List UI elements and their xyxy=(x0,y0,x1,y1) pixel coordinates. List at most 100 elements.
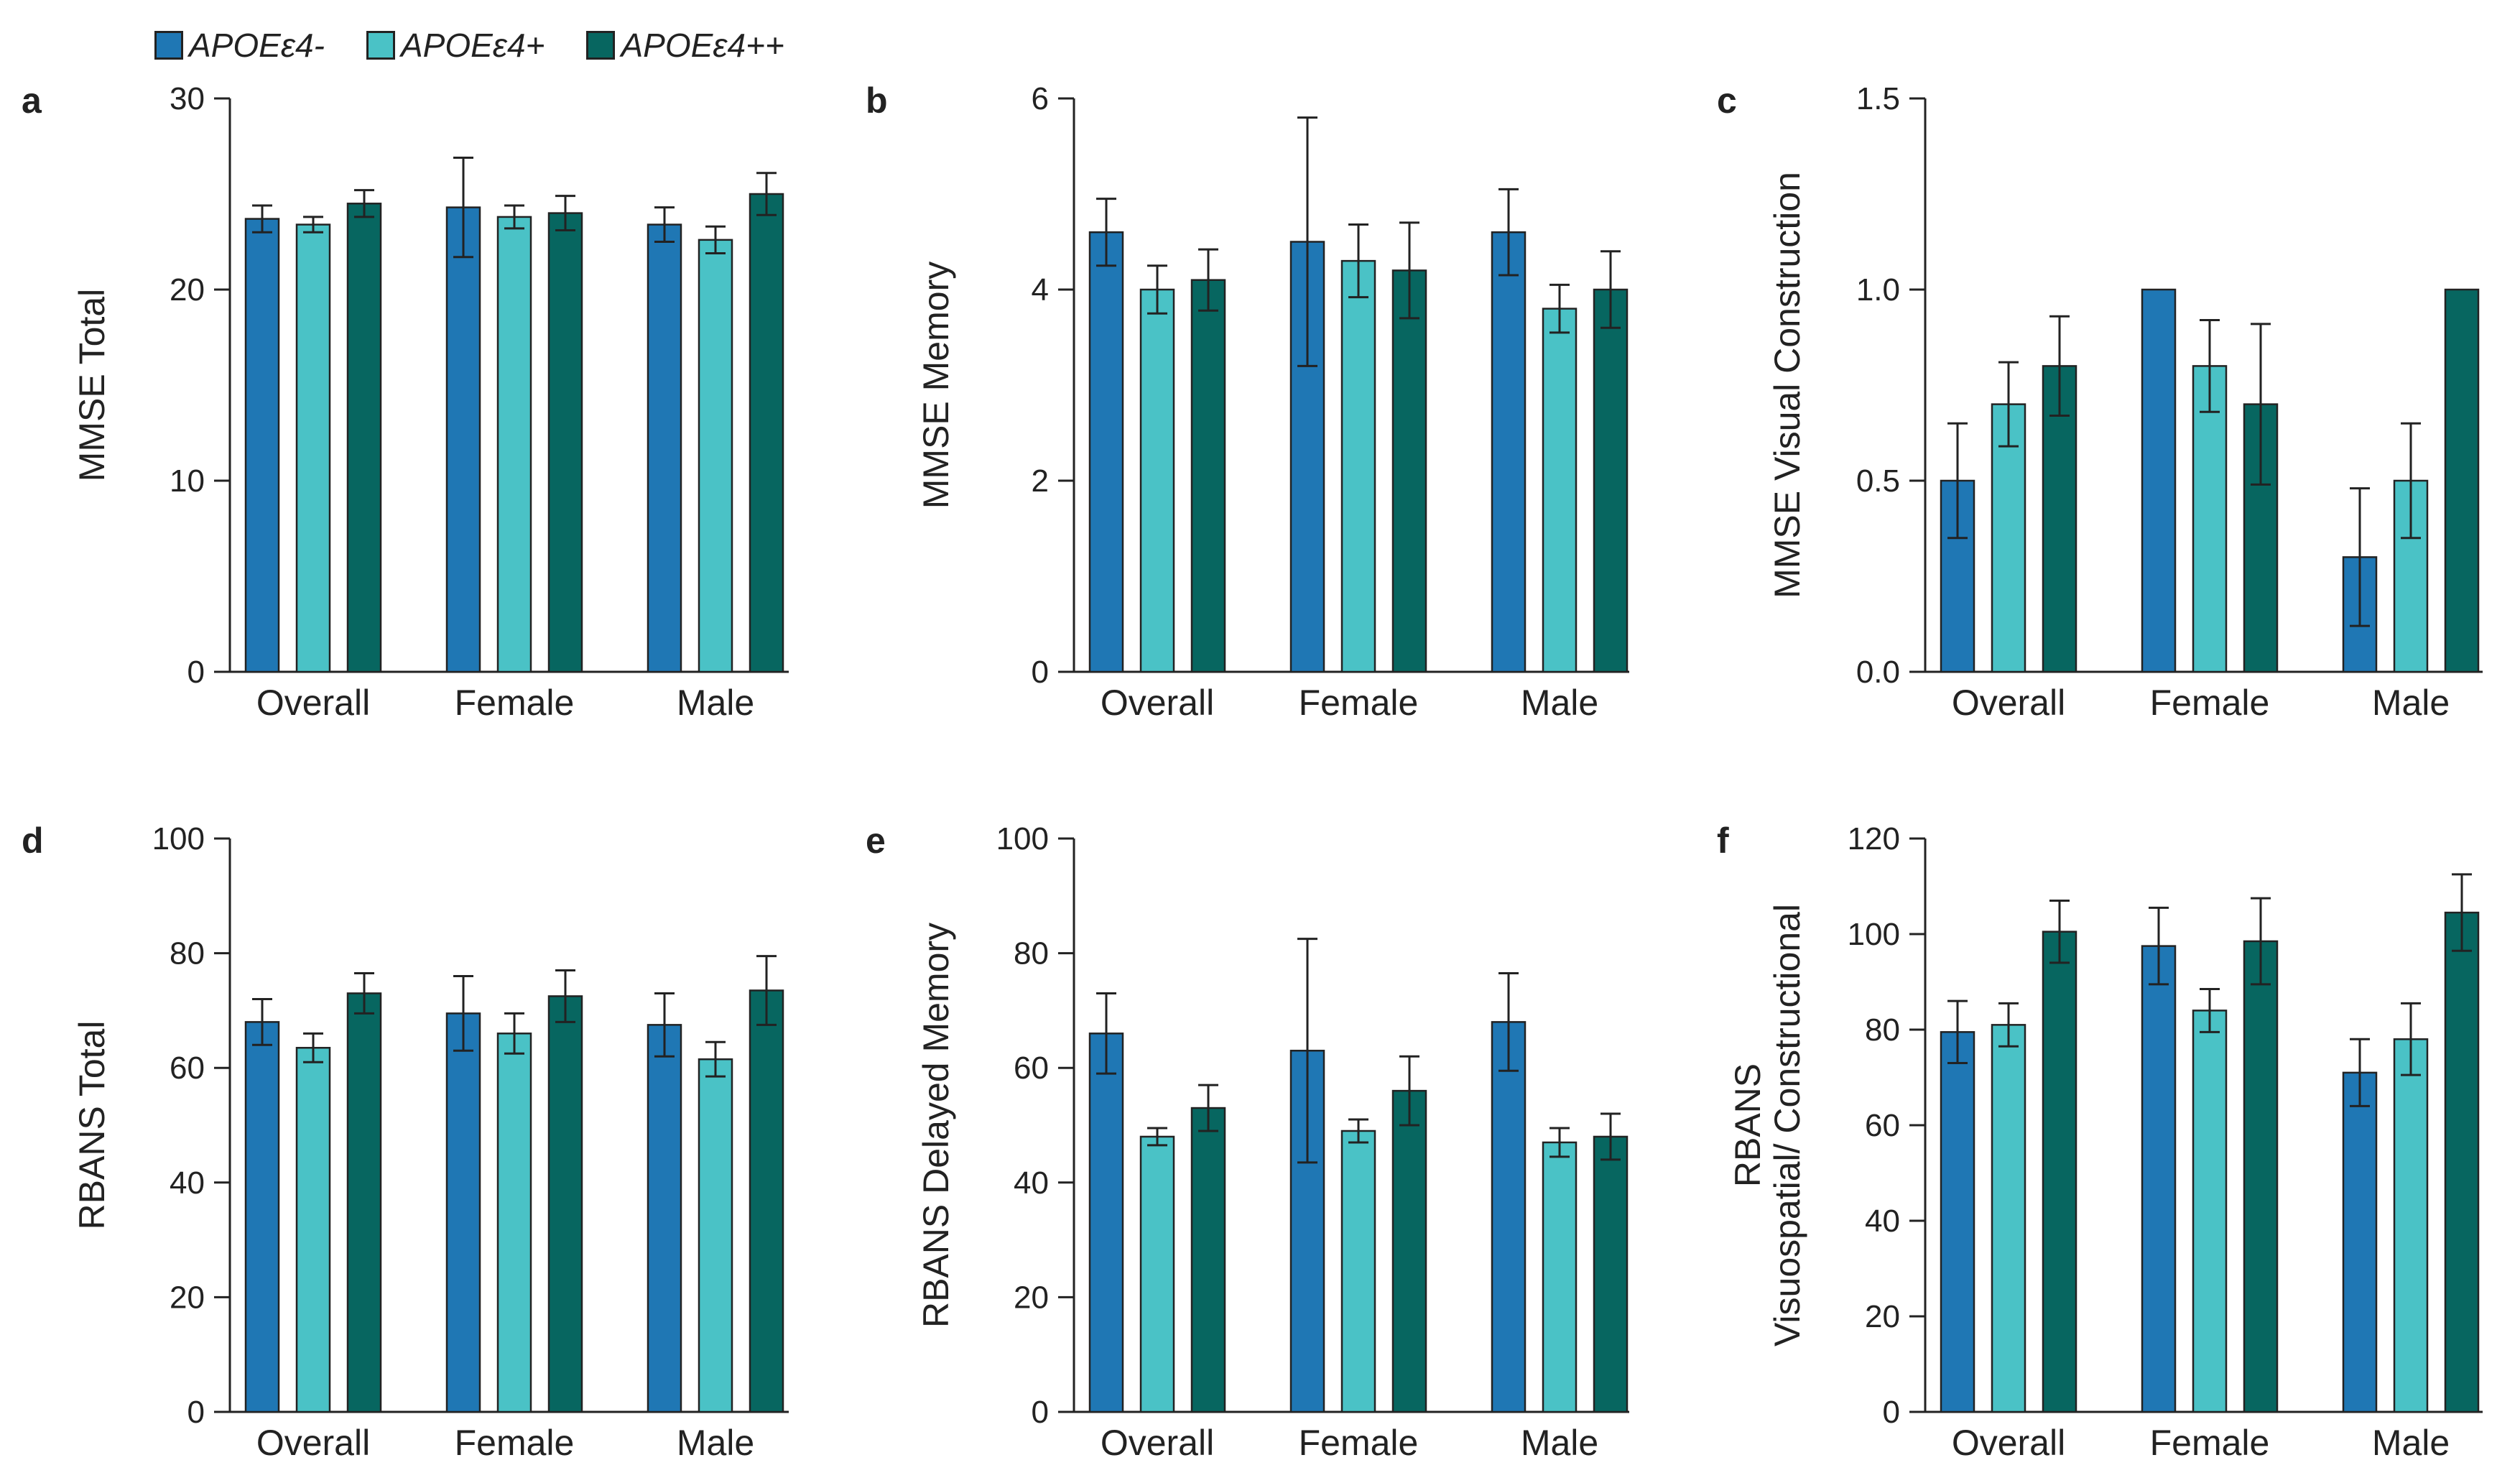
panel-letter: a xyxy=(22,80,42,121)
panel-letter: c xyxy=(1717,80,1737,121)
y-tick-label: 4 xyxy=(1032,272,1049,308)
x-tick-label: Female xyxy=(1299,683,1419,723)
y-tick-label: 0 xyxy=(187,1395,205,1430)
bar xyxy=(2042,930,2077,1413)
bar xyxy=(295,223,331,673)
bar xyxy=(1139,288,1175,673)
x-tick-label: Male xyxy=(1521,683,1598,723)
x-tick-label: Female xyxy=(2150,683,2270,723)
legend-swatch xyxy=(586,31,616,60)
y-tick-label: 10 xyxy=(170,463,205,499)
y-tick-label: 20 xyxy=(1014,1280,1049,1315)
y-axis-label: RBANS Delayed Memory xyxy=(916,923,956,1328)
y-tick-label: 0 xyxy=(1883,1395,1900,1430)
bar xyxy=(1088,1033,1124,1413)
bar xyxy=(2444,288,2480,673)
bar xyxy=(547,995,583,1413)
legend-item-apoe4-pos[interactable]: APOEε4+ xyxy=(366,26,545,65)
y-axis-label: RBANS xyxy=(1728,1063,1768,1187)
bar xyxy=(698,1058,733,1413)
legend: APOEε4- APOEε4+ APOEε4++ xyxy=(154,20,826,70)
x-tick-label: Overall xyxy=(1101,1423,1214,1463)
panel-letter: e xyxy=(866,821,886,861)
y-tick-label: 100 xyxy=(152,821,205,856)
y-tick-label: 80 xyxy=(170,936,205,971)
bar xyxy=(2192,365,2228,673)
chart-panel-a: a 0 10 20 30 MMSE Total Overall Female Male xyxy=(22,80,789,723)
x-tick-label: Female xyxy=(1299,1423,1419,1463)
x-tick-label: Overall xyxy=(1952,1423,2065,1463)
y-tick-label: 1.5 xyxy=(1856,81,1900,116)
y-tick-label: 40 xyxy=(1865,1204,1900,1239)
bar xyxy=(295,1047,331,1413)
legend-item-apoe4-neg[interactable]: APOEε4- xyxy=(154,26,325,65)
bar xyxy=(1139,1135,1175,1413)
x-tick-label: Male xyxy=(677,1423,754,1463)
bar xyxy=(1593,288,1629,673)
bar xyxy=(2192,1010,2228,1413)
panel-letter: d xyxy=(22,821,44,861)
y-axis-label: MMSE Memory xyxy=(916,262,956,509)
bar xyxy=(2141,945,2177,1413)
legend-item-apoe4-double[interactable]: APOEε4++ xyxy=(586,26,784,65)
bar xyxy=(346,203,382,673)
bar xyxy=(496,1033,532,1413)
y-tick-label: 1.0 xyxy=(1856,272,1900,308)
y-tick-label: 0 xyxy=(187,655,205,690)
x-tick-label: Male xyxy=(2372,683,2450,723)
x-tick-label: Female xyxy=(455,683,575,723)
bar xyxy=(1491,231,1527,673)
legend-label: APOEε4- xyxy=(189,27,325,64)
y-tick-label: 40 xyxy=(170,1165,205,1201)
bar xyxy=(749,193,784,673)
bar xyxy=(1340,259,1376,673)
bar xyxy=(698,239,733,673)
bar xyxy=(1542,308,1578,673)
x-tick-label: Overall xyxy=(1952,683,2065,723)
x-tick-label: Overall xyxy=(256,683,370,723)
bar xyxy=(1190,279,1226,673)
bar xyxy=(647,223,682,673)
y-tick-label: 2 xyxy=(1032,463,1049,499)
y-tick-label: 6 xyxy=(1032,81,1049,116)
bar xyxy=(1391,269,1427,673)
x-tick-label: Overall xyxy=(1101,683,1214,723)
y-axis-label: RBANS Total xyxy=(72,1021,112,1230)
y-axis-label: MMSE Total xyxy=(72,289,112,482)
y-tick-label: 60 xyxy=(170,1050,205,1086)
x-tick-label: Female xyxy=(455,1423,575,1463)
bar xyxy=(1391,1089,1427,1413)
y-tick-label: 100 xyxy=(1848,917,1900,952)
bar xyxy=(1593,1135,1629,1413)
chart-panel-b: b 0 2 4 6 MMSE Memory Overall Female Male xyxy=(866,80,1629,723)
legend-swatch xyxy=(366,31,395,60)
bar xyxy=(244,1021,280,1413)
bar xyxy=(749,989,784,1413)
chart-panel-f: f 0 20 40 60 80 100 120 RBANS Visuospatial/ Const… xyxy=(1717,821,2483,1463)
x-tick-label: Overall xyxy=(256,1423,370,1463)
y-tick-label: 0.0 xyxy=(1856,655,1900,690)
bar xyxy=(547,212,583,673)
y-tick-label: 20 xyxy=(170,1280,205,1315)
legend-swatch xyxy=(154,31,183,60)
panel-letter: f xyxy=(1717,821,1729,861)
legend-label: APOEε4+ xyxy=(400,27,545,64)
x-tick-label: Female xyxy=(2150,1423,2270,1463)
y-tick-label: 0 xyxy=(1032,1395,1049,1430)
bar xyxy=(2042,365,2077,673)
bar xyxy=(445,206,481,673)
legend-label: APOEε4++ xyxy=(621,27,784,64)
x-tick-label: Male xyxy=(1521,1423,1598,1463)
y-tick-label: 60 xyxy=(1014,1050,1049,1086)
bar xyxy=(1088,231,1124,673)
bar xyxy=(647,1024,682,1413)
y-tick-label: 20 xyxy=(170,272,205,308)
bar xyxy=(496,216,532,673)
bar xyxy=(445,1012,481,1413)
y-axis-label: MMSE Visual Construction xyxy=(1767,172,1807,599)
bar xyxy=(1340,1130,1376,1413)
y-tick-label: 0.5 xyxy=(1856,463,1900,499)
bar xyxy=(2141,288,2177,673)
y-tick-label: 20 xyxy=(1865,1299,1900,1334)
